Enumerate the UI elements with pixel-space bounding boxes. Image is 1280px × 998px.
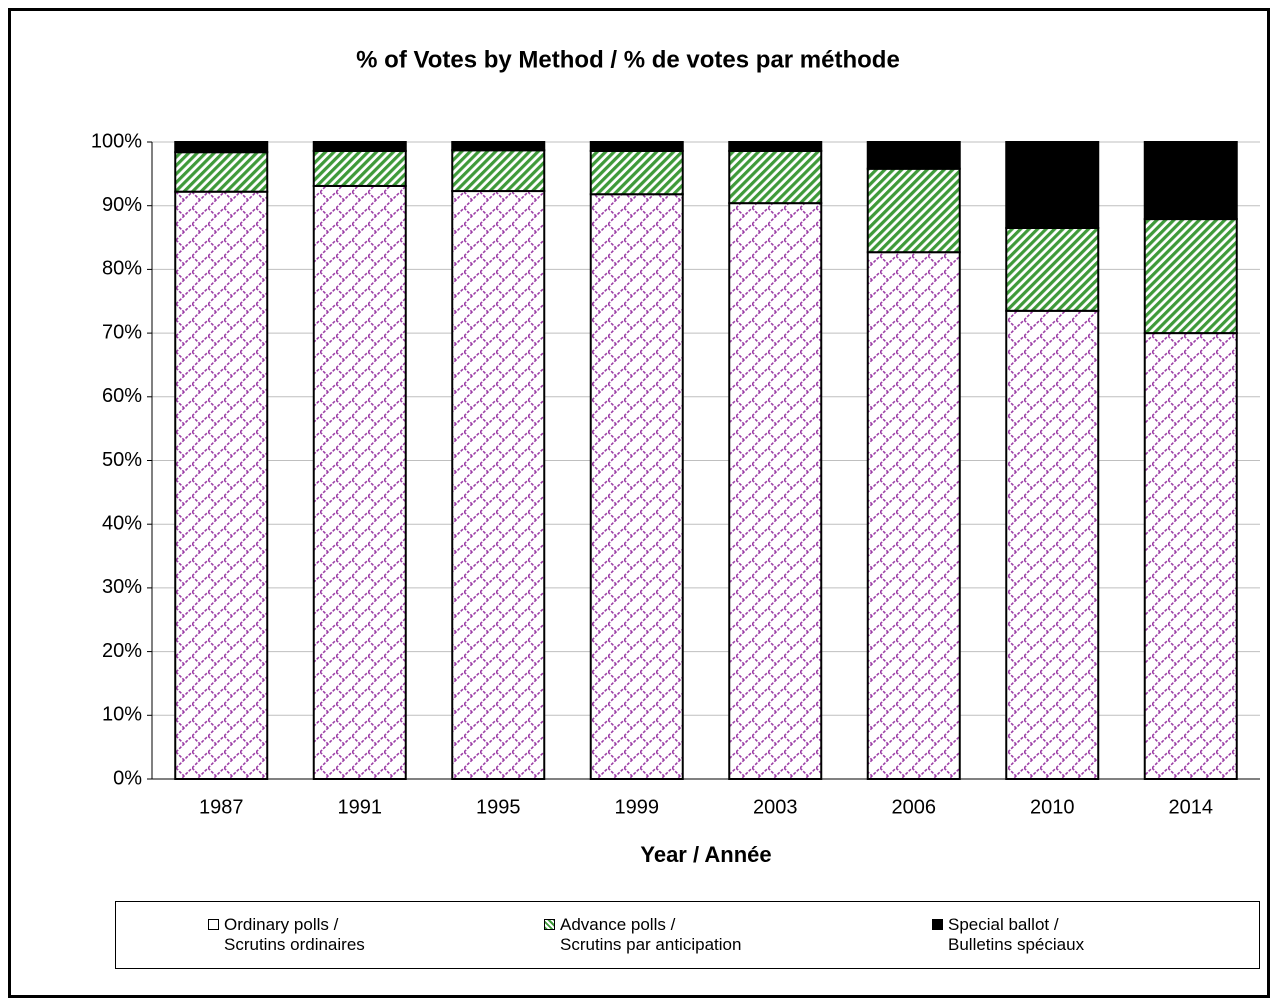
y-tick-label: 70% — [102, 321, 142, 343]
bar-segment — [1143, 141, 1238, 221]
chart-title: % of Votes by Method / % de votes par mé… — [356, 46, 900, 73]
bar-segment — [728, 202, 823, 781]
bar-segment — [174, 151, 269, 193]
bar-segment — [589, 141, 684, 152]
y-tick-label: 30% — [102, 576, 142, 598]
y-tick-label: 100% — [91, 130, 142, 152]
bar-segment — [728, 141, 823, 152]
bar-segment — [866, 251, 961, 781]
x-tick-label: 2010 — [1030, 796, 1075, 818]
y-tick-label: 80% — [102, 258, 142, 280]
legend-label: Advance polls / Scrutins par anticipatio… — [560, 915, 742, 954]
bar-segment — [728, 149, 823, 205]
bar-segment — [174, 190, 269, 781]
legend: Ordinary polls / Scrutins ordinaires Adva… — [115, 901, 1260, 969]
y-tick-label: 60% — [102, 385, 142, 407]
legend-swatch — [544, 919, 555, 930]
bar-segment — [174, 141, 269, 154]
legend-entry: Special ballot / Bulletins spéciaux — [928, 915, 1084, 955]
x-tick-label: 1995 — [476, 796, 521, 818]
legend-label: Ordinary polls / Scrutins ordinaires — [224, 915, 365, 954]
y-tick-label: 40% — [102, 512, 142, 534]
bar-segment — [1005, 226, 1100, 312]
bar-segment — [1005, 141, 1100, 229]
bar-segment — [451, 149, 546, 193]
legend-swatch — [932, 919, 943, 930]
y-tick-label: 90% — [102, 194, 142, 216]
bar-segment — [589, 193, 684, 780]
y-tick-label: 0% — [113, 767, 142, 789]
bar-segment — [589, 149, 684, 196]
bar-segment — [1143, 332, 1238, 780]
legend-label: Special ballot / Bulletins spéciaux — [948, 915, 1085, 954]
legend-swatch — [208, 919, 219, 930]
y-tick-label: 10% — [102, 704, 142, 726]
bar-segment — [866, 141, 961, 170]
x-tick-label: 1987 — [199, 796, 244, 818]
x-tick-label: 2003 — [753, 796, 798, 818]
x-tick-label: 2014 — [1169, 796, 1214, 818]
bar-segment — [1143, 218, 1238, 335]
y-tick-label: 20% — [102, 640, 142, 662]
bar-segment — [312, 149, 407, 187]
x-tick-label: 1999 — [615, 796, 660, 818]
bar-segment — [451, 141, 546, 152]
bar-segment — [451, 190, 546, 780]
bar-segment — [312, 141, 407, 152]
bar-segment — [1005, 309, 1100, 780]
y-tick-label: 50% — [102, 449, 142, 471]
legend-entry: Ordinary polls / Scrutins ordinaires — [204, 915, 365, 955]
bar-segment — [312, 184, 407, 780]
x-tick-label: 1991 — [338, 796, 383, 818]
x-axis-label: Year / Année — [640, 842, 771, 867]
bar-segment — [866, 167, 961, 254]
legend-entry: Advance polls / Scrutins par anticipatio… — [540, 915, 741, 955]
x-tick-label: 2006 — [892, 796, 937, 818]
